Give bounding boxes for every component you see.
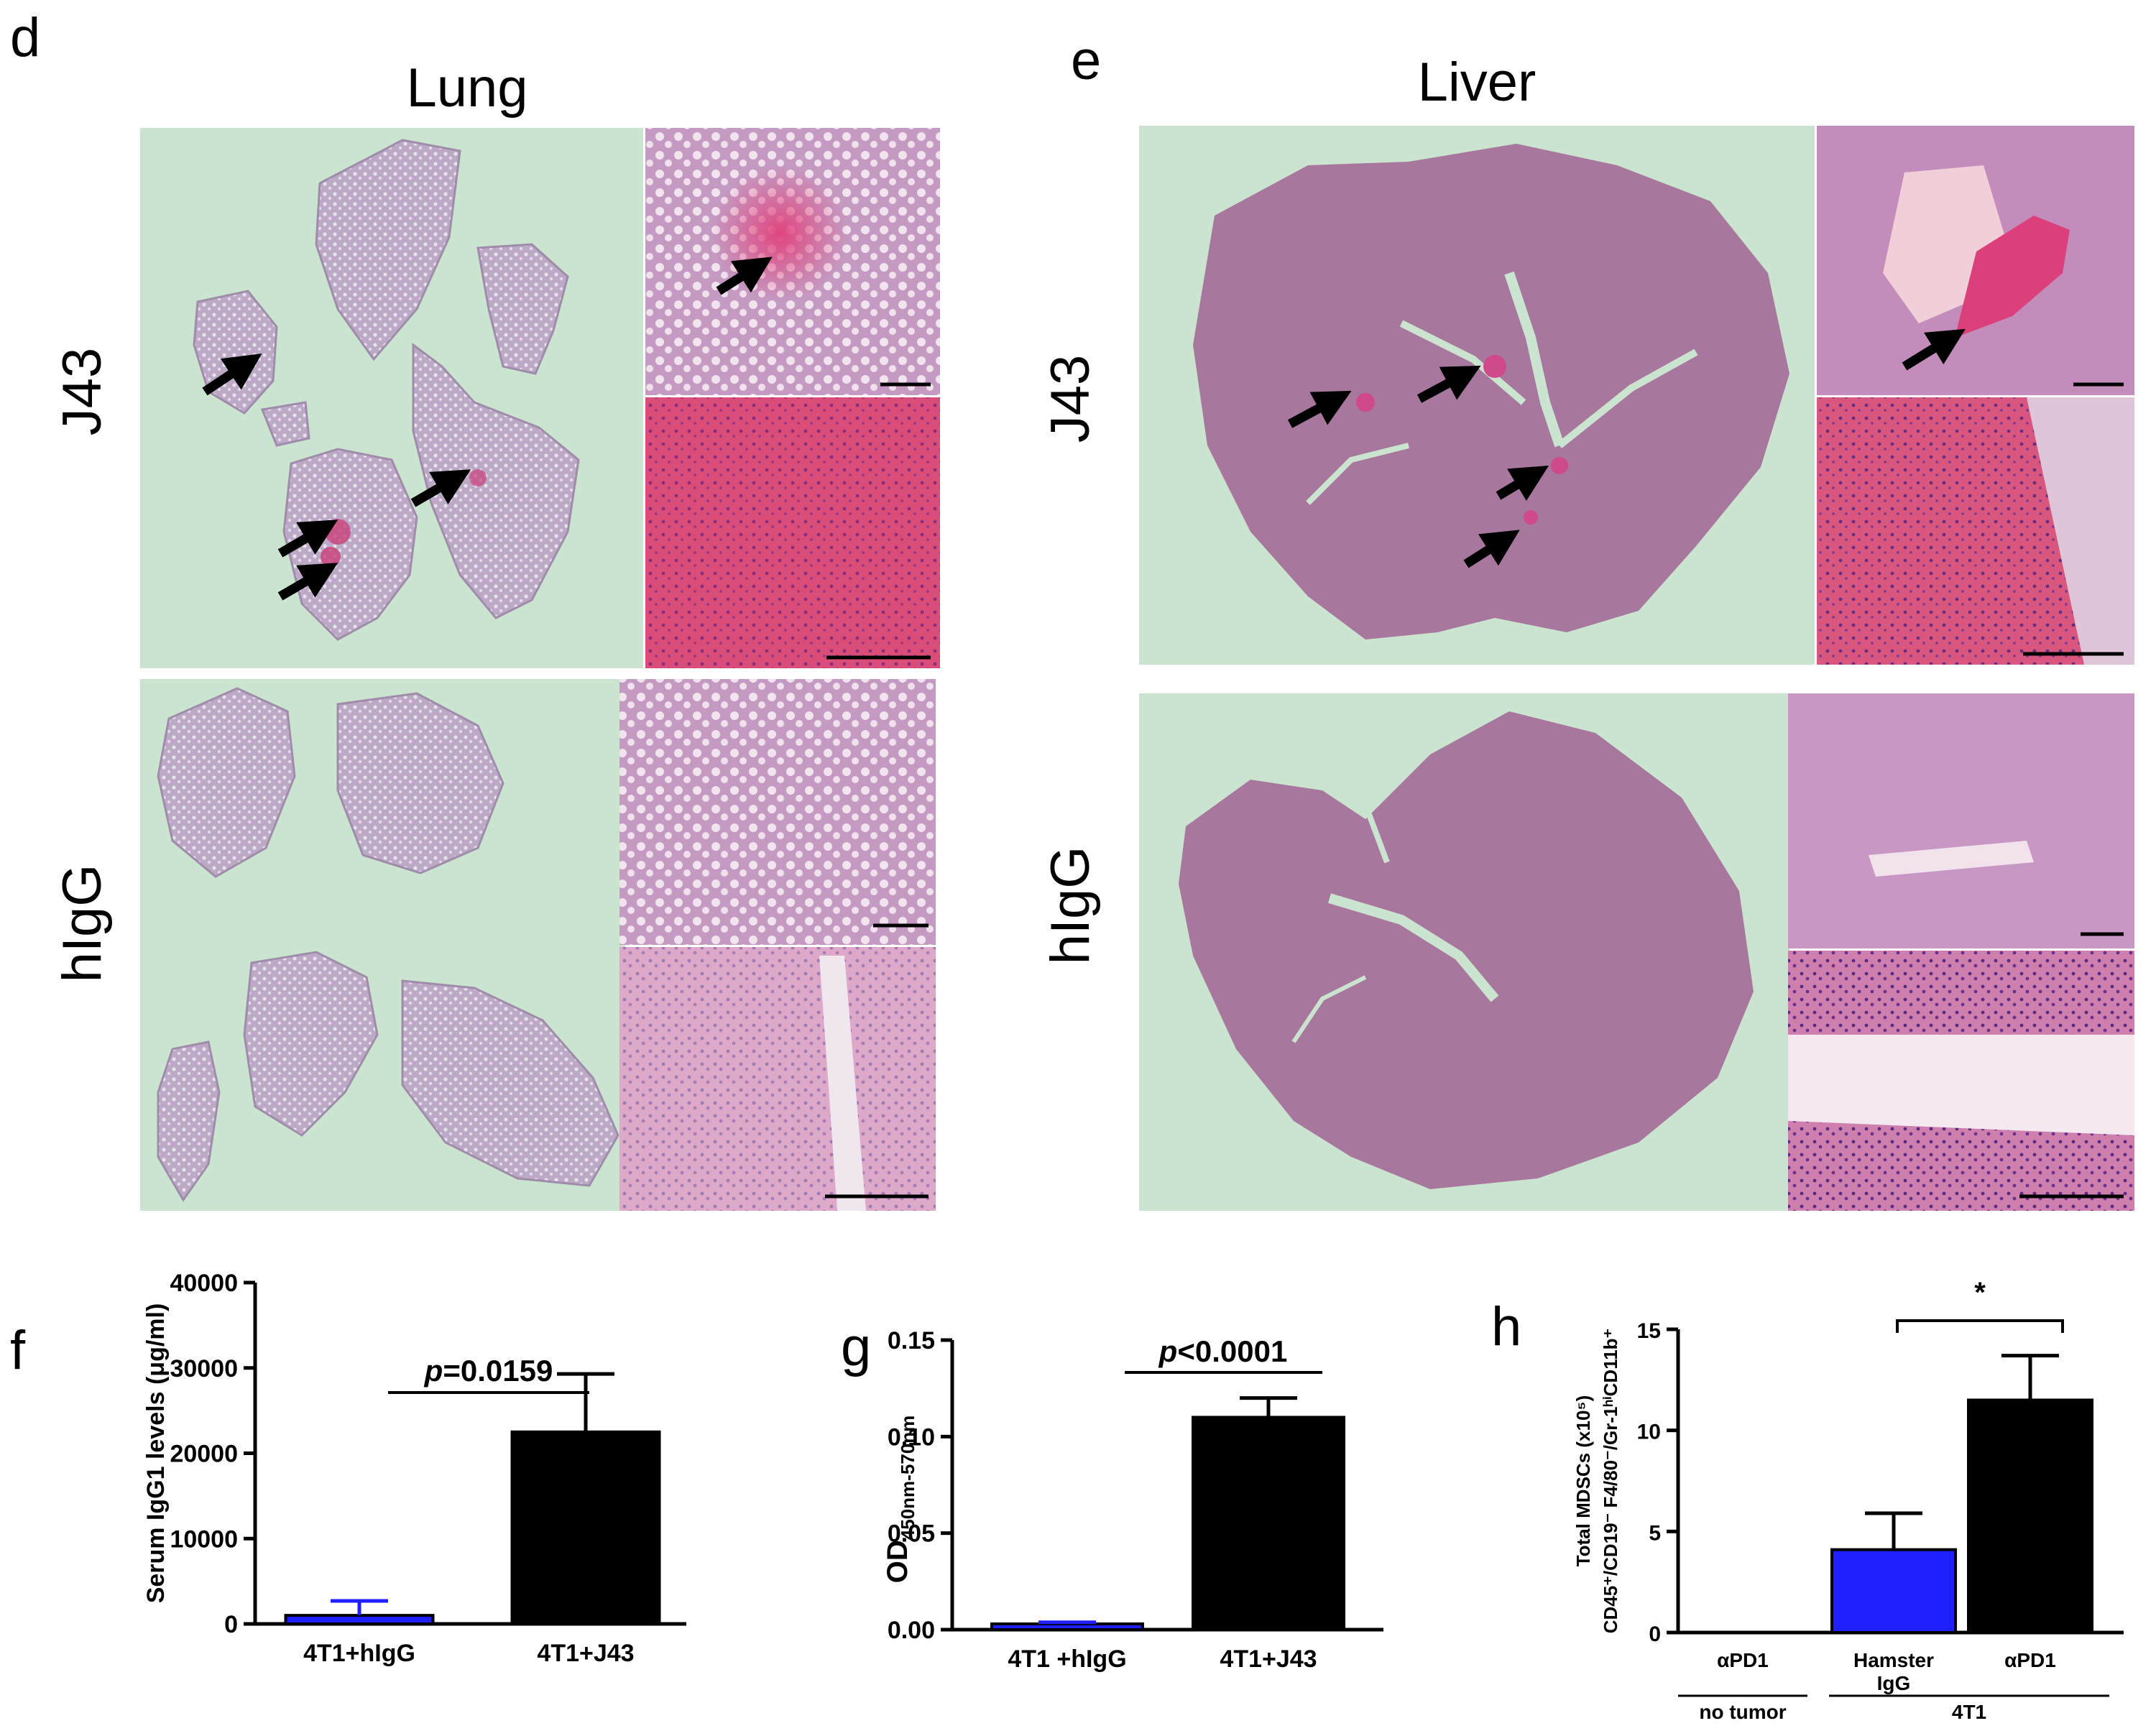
bar: [1192, 1416, 1345, 1631]
bar: [510, 1430, 661, 1625]
bar: [1967, 1398, 2093, 1634]
lung-title: Lung: [406, 57, 528, 119]
bar: [284, 1614, 435, 1625]
lung-higg-overview: [140, 679, 625, 1211]
panel-label-f: f: [10, 1320, 26, 1381]
significance-star: *: [1974, 1277, 1986, 1308]
chart-f: 0 10000 20000 30000 40000 4T1+hIgG 4T1+J43 Seru…: [142, 1270, 686, 1667]
category-label: 4T1+J43: [537, 1640, 634, 1667]
y-tick-label: 15: [1637, 1319, 1661, 1343]
y-axis-label-line2: CD45⁺/CD19⁻ F4/80⁻/Gr-1ʰⁱCD11b⁺: [1600, 1329, 1621, 1634]
liver-title: Liver: [1418, 52, 1537, 113]
bar: [990, 1622, 1144, 1631]
y-tick-label: 0.15: [888, 1327, 935, 1354]
arrow-icon: [1902, 328, 1966, 371]
category-label-line: IgG: [1877, 1672, 1911, 1694]
y-tick-label: 10000: [170, 1525, 238, 1553]
lung-higg-inset-bottom: [619, 947, 936, 1211]
panel-label-e: e: [1071, 30, 1101, 91]
lung-j43-inset-top: [645, 128, 940, 395]
group-label: 4T1: [1952, 1701, 1986, 1723]
chart-h: 0 5 10 15 Total MDSCs (x10⁵) CD45⁺/CD19⁻ F4/8…: [1572, 1277, 2124, 1723]
panel-label-d: d: [10, 7, 40, 68]
liver-j43-inset-bottom: [1817, 397, 2134, 665]
row-label-higg-liver: hIgG: [1040, 846, 1101, 965]
liver-higg-inset-top: [1788, 693, 2134, 948]
arrow-icon: [277, 563, 338, 601]
p-value-prefix: p: [424, 1354, 443, 1388]
p-value-annotation: p=0.0159: [424, 1354, 553, 1388]
liver-j43-inset-top: [1817, 126, 2134, 395]
lung-higg-inset-top: [619, 679, 936, 945]
category-label: αPD1: [2004, 1649, 2056, 1671]
row-label-higg-lung: hIgG: [52, 864, 113, 983]
row-label-j43-lung: J43: [52, 348, 113, 436]
arrow-icon: [1496, 465, 1549, 502]
panel-label-h: h: [1491, 1296, 1521, 1357]
y-axis-label-line1: Total MDSCs (x10⁵): [1572, 1395, 1594, 1567]
category-label: 4T1+hIgG: [303, 1640, 415, 1667]
arrow-icon: [202, 354, 262, 396]
y-tick-label: 0.00: [888, 1617, 935, 1644]
category-label: 4T1+J43: [1220, 1645, 1317, 1673]
liver-j43-overview: [1139, 126, 1815, 665]
p-value-text: =0.0159: [443, 1354, 553, 1388]
arrow-icon: [1416, 365, 1481, 403]
category-label: αPD1: [1717, 1649, 1769, 1671]
arrow-icon: [410, 469, 471, 507]
group-label: no tumor: [1699, 1701, 1786, 1723]
arrow-icon: [1463, 530, 1520, 568]
category-label: Hamster IgG: [1853, 1649, 1934, 1694]
category-label-line: Hamster: [1853, 1649, 1934, 1671]
category-label: 4T1 +hIgG: [1008, 1645, 1126, 1673]
y-tick-label: 0.10: [888, 1423, 935, 1451]
y-axis-label-main: OD: [882, 1540, 913, 1583]
y-tick-label: 20000: [170, 1441, 238, 1468]
liver-higg-inset-bottom: [1788, 951, 2134, 1211]
y-tick-label: 0: [224, 1611, 238, 1638]
lung-j43-overview: [140, 128, 643, 668]
arrow-icon: [716, 257, 773, 295]
panel-label-g: g: [841, 1316, 871, 1377]
y-axis-label-sub: 450nm-570nm: [897, 1416, 918, 1540]
chart-g: 0.00 0.05 0.10 0.15 4T1 +hIgG 4T1+J43 OD450nm-…: [882, 1327, 1383, 1673]
y-tick-label: 30000: [170, 1355, 238, 1382]
y-tick-label: 5: [1649, 1521, 1661, 1545]
p-value-annotation: p<0.0001: [1158, 1334, 1288, 1368]
liver-higg-overview: [1139, 693, 1789, 1211]
y-tick-label: 40000: [170, 1270, 238, 1297]
y-axis-label: OD450nm-570nm: [882, 1416, 918, 1583]
bar: [1830, 1548, 1957, 1634]
row-label-j43-liver: J43: [1040, 355, 1101, 443]
arrow-icon: [1287, 390, 1352, 428]
arrow-icon: [277, 520, 338, 558]
p-value-text: <0.0001: [1177, 1334, 1287, 1368]
significance-bracket: [1896, 1319, 2064, 1333]
p-value-prefix: p: [1158, 1334, 1178, 1368]
y-tick-label: 0.05: [888, 1520, 935, 1548]
lung-j43-inset-bottom: [645, 397, 940, 668]
y-tick-label: 10: [1637, 1421, 1661, 1444]
y-axis-label: Serum IgG1 levels (μg/ml): [142, 1303, 170, 1604]
y-tick-label: 0: [1649, 1622, 1661, 1646]
